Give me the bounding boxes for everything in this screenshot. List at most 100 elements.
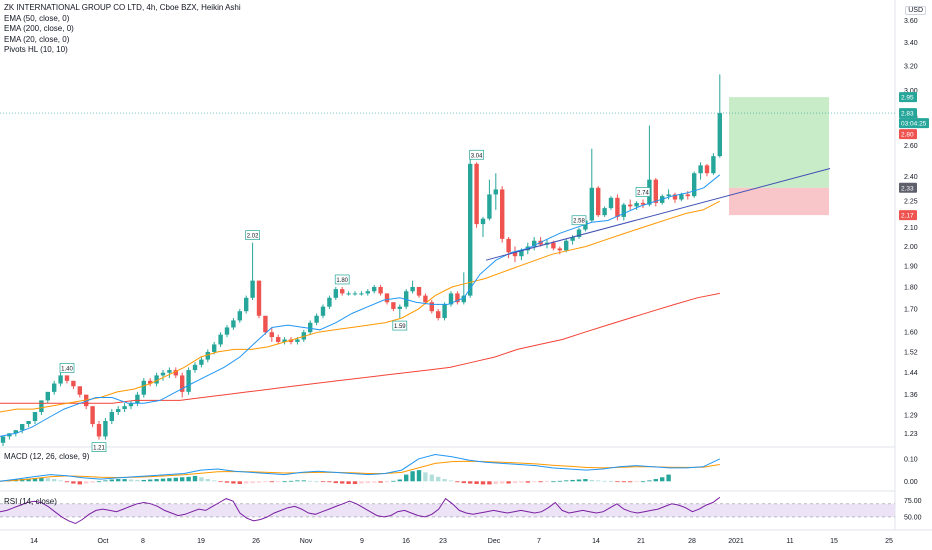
price-axis-tick: 1.60 (904, 330, 918, 337)
macd-histogram-bar (455, 481, 460, 483)
price-axis-tick: 2.10 (904, 225, 918, 232)
candle-body (96, 424, 102, 437)
candle-body (340, 289, 345, 294)
macd-histogram-bar (436, 476, 441, 482)
macd-histogram-bar (557, 480, 562, 482)
macd-histogram-bar (244, 481, 249, 484)
macd-histogram-bar (122, 479, 127, 482)
macd-histogram-bar (199, 477, 204, 482)
candle-body (333, 289, 338, 298)
pivot-label-box (59, 363, 75, 373)
candle-body (372, 286, 377, 292)
pivot-label: 3.04 (471, 153, 483, 159)
candle-body (468, 163, 473, 296)
macd-histogram-bar (621, 481, 626, 483)
macd-histogram-bar (77, 481, 82, 485)
candle-body (378, 286, 383, 294)
candle-body (13, 430, 18, 434)
macd-histogram-bar (340, 481, 345, 484)
candle-body (365, 291, 370, 294)
macd-histogram-bar (116, 479, 121, 482)
macd-histogram-bar (500, 481, 505, 484)
candle-body (532, 240, 537, 247)
macd-histogram-bar (519, 481, 524, 483)
candle-body (173, 370, 178, 376)
candle-body (314, 315, 319, 323)
macd-histogram-bar (301, 480, 306, 482)
time-axis-tick: 19 (197, 538, 205, 545)
candle-body (20, 424, 25, 431)
candle-body (160, 372, 166, 376)
legend-ema50: EMA (50, close, 0) (4, 13, 70, 23)
macd-histogram-bar (26, 478, 31, 482)
price-tag-target (899, 92, 917, 103)
candle-body (493, 189, 498, 195)
macd-histogram-bar (551, 481, 556, 483)
pivot-label: 2.58 (573, 219, 585, 225)
symbol-title: ZK INTERNATIONAL GROUP CO LTD, 4h, Cboe … (4, 3, 241, 12)
loss-zone (729, 187, 829, 216)
time-axis-tick: 7 (537, 538, 541, 545)
macd-histogram-bar (96, 481, 102, 483)
price-tag-entry (899, 129, 917, 140)
macd-histogram-bar (231, 481, 236, 484)
pivot-label: 1.80 (336, 278, 348, 284)
candle-body (557, 248, 562, 251)
macd-histogram-bar (429, 474, 434, 482)
candle-body (237, 311, 242, 321)
macd-histogram-bar (468, 481, 473, 484)
macd-histogram-bar (148, 479, 153, 482)
pivot-label-box (91, 442, 107, 452)
price-tag-text: 2.33 (901, 185, 914, 192)
macd-histogram-bar (480, 481, 486, 485)
price-tag-countdown (899, 118, 929, 129)
price-tag-stop (899, 210, 917, 221)
candle-body (52, 383, 57, 392)
time-axis-tick: 11 (786, 538, 793, 545)
ema200-line (0, 292, 720, 404)
time-axis-tick: 15 (830, 538, 838, 545)
candle-body (64, 375, 70, 381)
rsi-label: RSI (14, close) (4, 497, 57, 506)
candle-body (128, 403, 134, 407)
candle-body (116, 409, 121, 413)
candle-body (308, 322, 313, 333)
macd-histogram-bar (416, 470, 422, 482)
macd-histogram-bar (596, 480, 601, 482)
macd-histogram-bar (128, 479, 134, 482)
time-axis-tick: 14 (592, 538, 600, 545)
macd-histogram-bar (295, 480, 300, 482)
time-axis-tick: 26 (252, 538, 260, 545)
macd-histogram-bar (84, 481, 89, 484)
candle-body (480, 218, 486, 225)
price-axis-tick: 1.70 (904, 306, 918, 313)
price-axis-tick: 1.80 (904, 284, 918, 291)
candle-body (404, 291, 409, 307)
time-axis-tick: 14 (30, 538, 38, 545)
candle-body (672, 194, 678, 200)
candle-body (692, 173, 697, 197)
price-tag-last (899, 108, 917, 119)
candle-body (135, 394, 140, 404)
currency-button[interactable]: USD (905, 6, 926, 15)
candle-body (282, 339, 287, 342)
macd-histogram-bar (378, 481, 383, 483)
macd-histogram-bar (237, 481, 242, 484)
candle-body (26, 420, 31, 425)
macd-histogram-bar (109, 479, 114, 482)
macd-histogram-bar (365, 481, 370, 484)
price-axis-tick: 3.00 (904, 88, 918, 95)
candle-body (269, 332, 274, 338)
candle-body (576, 229, 582, 237)
macd-histogram-bar (103, 480, 108, 482)
macd-histogram-bar (154, 479, 159, 482)
candle-body (90, 406, 95, 425)
macd-histogram-bar (493, 481, 498, 484)
candle-body (711, 156, 716, 174)
candle-body (346, 293, 351, 295)
macd-histogram-bar (397, 479, 402, 482)
candle-body (416, 286, 422, 296)
candle-body (698, 165, 703, 174)
candle-body (180, 375, 185, 392)
